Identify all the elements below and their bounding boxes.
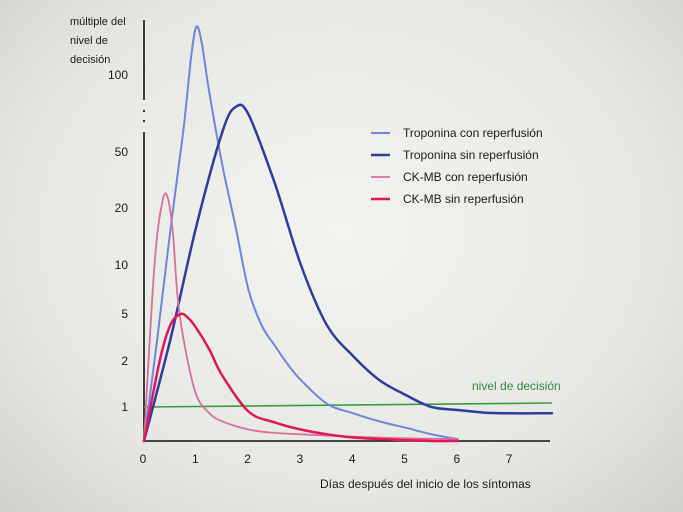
series-line-ckmb-sin-reperfusion <box>142 312 460 443</box>
legend: Troponina con reperfusión Troponina sin r… <box>371 126 543 206</box>
legend-label: Troponina con reperfusión <box>403 126 543 140</box>
y-tick-label: 10 <box>115 258 129 272</box>
x-tick-label: 0 <box>140 452 147 466</box>
x-axis-ticks: 0 1 2 3 4 5 6 7 <box>140 452 513 466</box>
x-tick-label: 1 <box>192 452 199 466</box>
threshold-line <box>143 402 552 408</box>
series-line-troponina-sin-reperfusion <box>142 103 554 443</box>
y-axis-ticks: 1 2 5 10 20 50 100 <box>108 68 128 414</box>
y-tick-label: 2 <box>121 354 128 368</box>
legend-label: CK-MB con reperfusión <box>403 170 528 184</box>
threshold-label: nivel de decisión <box>472 379 561 393</box>
y-axis-label: múltiple del nivel de decisión <box>70 16 126 66</box>
y-tick-label: 1 <box>121 400 128 414</box>
y-tick-label: 50 <box>115 145 129 159</box>
x-tick-label: 2 <box>244 452 251 466</box>
legend-item-ckmb-sin: CK-MB sin reperfusión <box>371 192 524 206</box>
y-axis-label-line-2: nivel de <box>70 35 108 47</box>
x-tick-label: 6 <box>453 452 460 466</box>
x-tick-label: 3 <box>297 452 304 466</box>
x-tick-label: 4 <box>349 452 356 466</box>
x-tick-label: 7 <box>506 452 513 466</box>
y-tick-label: 100 <box>108 68 128 82</box>
legend-item-troponina-sin: Troponina sin reperfusión <box>371 148 539 162</box>
y-axis-label-line-1: múltiple del <box>70 16 126 28</box>
threshold-line-group: nivel de decisión <box>143 379 561 408</box>
legend-item-ckmb-con: CK-MB con reperfusión <box>371 170 528 184</box>
legend-label: Troponina sin reperfusión <box>403 148 539 162</box>
y-tick-label: 5 <box>121 307 128 321</box>
y-axis-label-line-3: decisión <box>70 54 110 66</box>
y-tick-label: 20 <box>115 201 129 215</box>
x-axis-label: Días después del inicio de los síntomas <box>320 477 531 491</box>
legend-item-troponina-con: Troponina con reperfusión <box>371 126 543 140</box>
series-line-ckmb-con-reperfusion <box>143 192 459 442</box>
legend-label: CK-MB sin reperfusión <box>403 192 524 206</box>
x-tick-label: 5 <box>401 452 408 466</box>
plot-area <box>142 25 554 443</box>
series-line-troponina-con-reperfusion <box>143 25 459 442</box>
axes <box>143 20 550 442</box>
